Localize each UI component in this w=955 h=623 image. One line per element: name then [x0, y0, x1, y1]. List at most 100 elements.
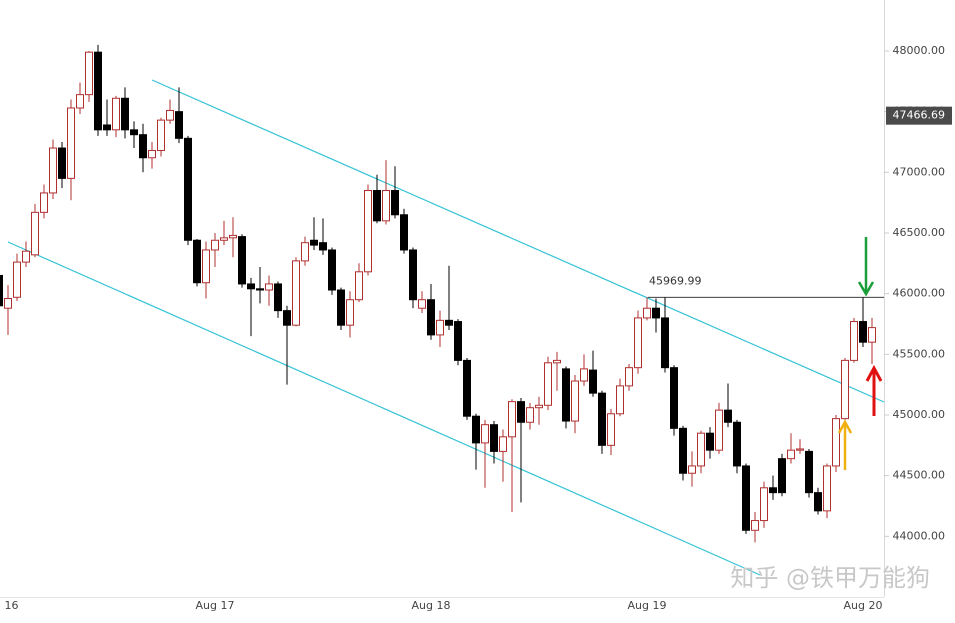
candle-body	[112, 97, 120, 131]
candle-body	[499, 436, 507, 452]
candle-body	[661, 317, 669, 369]
candle-body	[31, 211, 39, 256]
level-label: 45969.99	[649, 274, 702, 287]
x-tick-label: Aug 16	[0, 599, 18, 612]
candle-body	[238, 236, 246, 285]
candle-body	[49, 147, 57, 194]
candle-body	[679, 427, 687, 474]
candle-body	[328, 249, 336, 291]
candle-body	[292, 260, 300, 326]
candle-body	[256, 288, 264, 291]
candle-body	[355, 271, 363, 301]
candle-body	[553, 359, 561, 364]
candle-body	[859, 321, 867, 343]
candle-body	[634, 317, 642, 369]
candle-body	[841, 359, 849, 420]
candle-body	[463, 359, 471, 417]
x-tick-label: Aug 18	[412, 599, 451, 612]
candle-body	[562, 368, 570, 422]
candle-body	[121, 97, 129, 131]
candle-body	[823, 465, 831, 512]
candle-body	[229, 234, 237, 239]
candle-body	[130, 129, 138, 136]
candle-body	[283, 310, 291, 326]
y-tick-label: 45500.00	[893, 347, 946, 360]
candle-body	[337, 289, 345, 326]
candle-body	[319, 242, 327, 251]
candle-body	[625, 367, 633, 387]
candle-body	[805, 450, 813, 494]
candle-body	[301, 242, 309, 262]
watermark: 知乎 @铁甲万能狗	[730, 564, 930, 592]
candle-body	[85, 51, 93, 96]
candle-body	[364, 190, 372, 273]
candle-body	[94, 51, 102, 131]
candle-body	[571, 380, 579, 422]
candle-body	[409, 249, 417, 301]
y-tick-label: 46000.00	[893, 287, 946, 300]
candle-body	[607, 413, 615, 446]
candle-body	[445, 319, 453, 326]
candle-body	[832, 418, 840, 467]
candle-body	[580, 368, 588, 382]
candle-body	[490, 424, 498, 452]
candle-body	[0, 274, 3, 307]
candle-body	[706, 432, 714, 451]
candle-body	[787, 449, 795, 460]
candle-body	[481, 424, 489, 444]
y-tick-label: 45000.00	[893, 408, 946, 421]
candle-body	[22, 250, 30, 263]
price-label: 47466.69	[893, 109, 946, 122]
candle-body	[814, 492, 822, 512]
channel-line	[7, 241, 761, 576]
candle-body	[724, 409, 732, 423]
y-tick-label: 46500.00	[893, 226, 946, 239]
candle-body	[472, 415, 480, 444]
y-tick-label: 44500.00	[893, 469, 946, 482]
marks	[0, 44, 876, 543]
candle-body	[13, 261, 21, 298]
candle-body	[652, 307, 660, 319]
candle-body	[733, 421, 741, 467]
candle-body	[175, 111, 183, 139]
candle-body	[148, 149, 156, 159]
candle-body	[76, 94, 84, 109]
candle-body	[670, 367, 678, 429]
candle-body	[850, 321, 858, 361]
candle-body	[742, 465, 750, 531]
candle-body	[436, 319, 444, 336]
candle-body	[265, 283, 273, 291]
candle-body	[310, 239, 318, 246]
candle-body	[40, 192, 48, 213]
candle-body	[535, 404, 543, 409]
y-tick-label: 47000.00	[893, 165, 946, 178]
candle-body	[544, 362, 552, 406]
candle-body	[58, 147, 66, 179]
candle-body	[715, 409, 723, 451]
candle-body	[103, 124, 111, 131]
price-badge	[886, 106, 952, 125]
candle-body	[796, 448, 804, 451]
candle-body	[391, 190, 399, 216]
channel-line	[151, 79, 885, 403]
candle-body	[751, 520, 759, 531]
candle-body	[697, 432, 705, 467]
candle-body	[247, 283, 255, 290]
candle-body	[589, 369, 597, 394]
candle-body	[517, 401, 525, 423]
candle-body	[643, 307, 651, 319]
candle-body	[4, 298, 12, 309]
candle-body	[274, 283, 282, 312]
candle-body	[418, 299, 426, 309]
y-tick-label: 44000.00	[893, 529, 946, 542]
candle-body	[778, 458, 786, 494]
candle-body	[157, 119, 165, 151]
candle-body	[868, 327, 876, 343]
candle-body	[220, 237, 228, 241]
candle-body	[202, 249, 210, 284]
candle-body	[427, 299, 435, 336]
red-arrow	[865, 364, 883, 416]
candle-body	[598, 392, 606, 446]
